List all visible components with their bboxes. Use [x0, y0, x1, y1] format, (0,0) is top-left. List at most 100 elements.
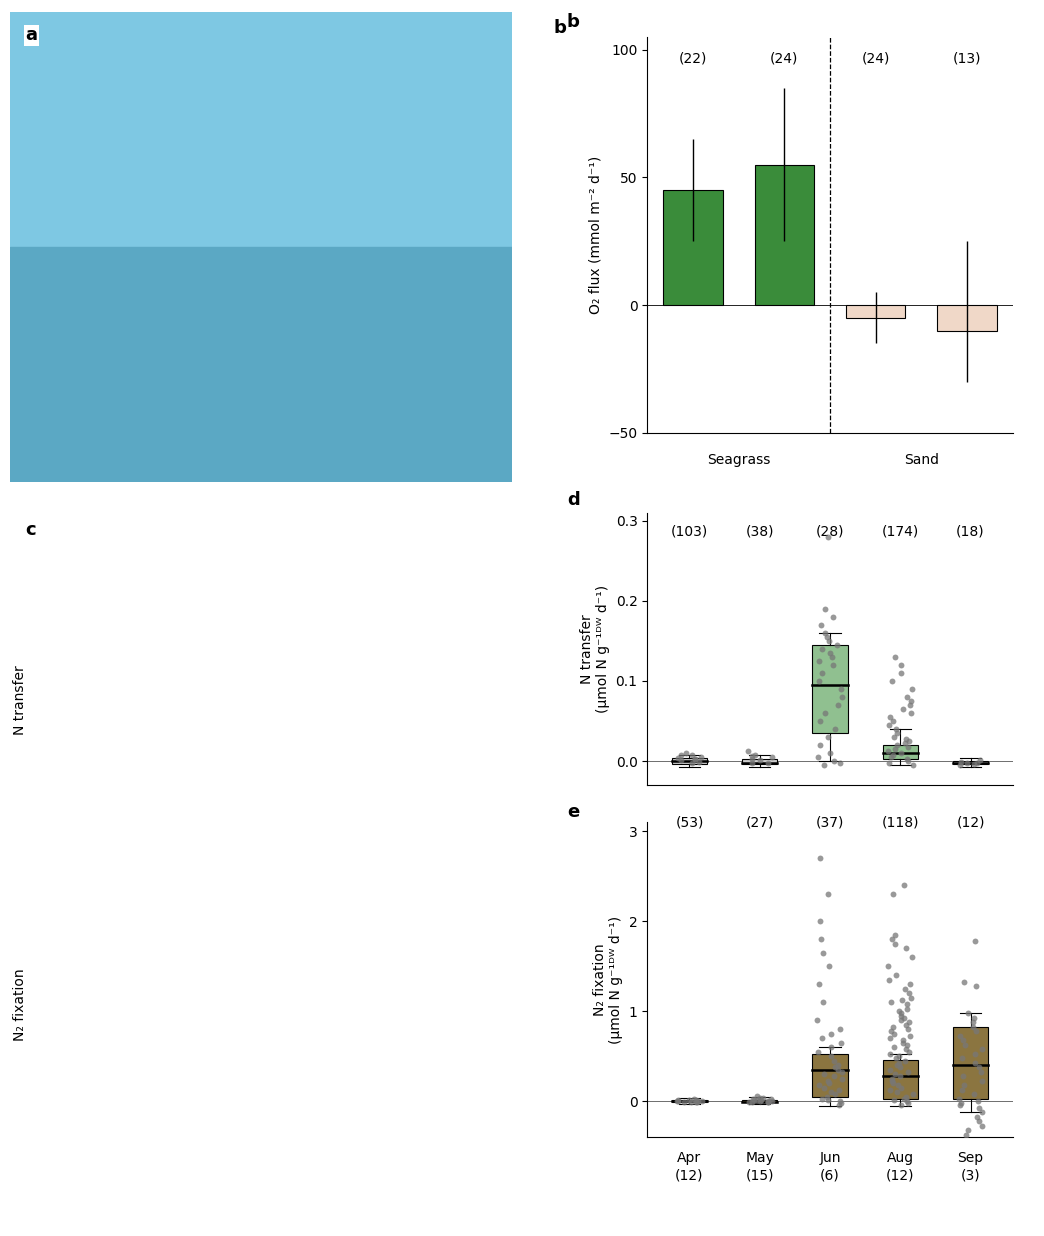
Point: [973, 1116, 990, 1136]
Point: [887, 933, 904, 953]
Point: [968, 976, 984, 996]
Point: [669, 1091, 686, 1111]
Text: N transfer: N transfer: [14, 666, 27, 735]
Point: [966, 1044, 982, 1064]
Point: [686, 749, 703, 769]
Point: [880, 970, 897, 990]
Point: [753, 1090, 769, 1110]
Point: [953, 1080, 970, 1100]
Point: [903, 703, 920, 723]
Point: [966, 1084, 982, 1104]
Point: [971, 1057, 988, 1077]
Point: [815, 1078, 832, 1098]
Point: [826, 719, 843, 739]
Point: [690, 751, 707, 771]
Point: [969, 753, 986, 772]
Point: [815, 1064, 832, 1084]
Point: [893, 1006, 909, 1026]
Point: [896, 1089, 912, 1109]
Point: [885, 1037, 902, 1057]
Bar: [672, 758, 707, 764]
Point: [881, 1044, 898, 1064]
Point: [818, 627, 835, 646]
Point: [762, 1089, 779, 1109]
Point: [899, 1091, 916, 1111]
Bar: [812, 645, 848, 733]
Point: [888, 1056, 905, 1075]
Point: [672, 745, 689, 765]
Point: [898, 1039, 915, 1059]
Point: [973, 1072, 990, 1091]
Point: [892, 1057, 908, 1077]
Point: [881, 707, 898, 727]
Point: [820, 527, 836, 546]
Point: [759, 1091, 776, 1111]
Point: [763, 1091, 780, 1111]
Bar: [663, 190, 722, 305]
Point: [810, 651, 827, 671]
Text: a: a: [25, 26, 38, 44]
Point: [954, 1048, 971, 1068]
Text: (28): (28): [815, 524, 845, 539]
Point: [814, 943, 831, 963]
Point: [824, 646, 840, 666]
Point: [688, 1090, 705, 1110]
Text: Sep: Sep: [957, 1151, 983, 1164]
Point: [884, 1017, 901, 1037]
Point: [832, 1091, 849, 1111]
Point: [760, 1091, 777, 1111]
Point: [904, 755, 921, 775]
Text: b: b: [553, 19, 566, 37]
Point: [893, 1095, 909, 1115]
Point: [902, 695, 919, 714]
Point: [900, 984, 917, 1004]
Point: [903, 691, 920, 711]
Point: [755, 1088, 772, 1107]
Text: (24): (24): [861, 51, 889, 66]
Point: [889, 723, 906, 743]
Point: [820, 884, 836, 904]
Point: [970, 1111, 987, 1131]
Point: [818, 1086, 835, 1106]
Point: [903, 947, 920, 967]
Point: [810, 748, 827, 768]
Point: [884, 745, 901, 765]
Point: [821, 957, 837, 976]
Point: [812, 929, 829, 949]
Point: [816, 623, 833, 643]
Point: [880, 716, 897, 735]
Point: [960, 1120, 977, 1140]
Point: [957, 1036, 974, 1056]
Point: [895, 700, 911, 719]
Text: b: b: [567, 14, 579, 31]
Point: [895, 1033, 911, 1053]
Point: [904, 1084, 921, 1104]
Point: [970, 1099, 987, 1119]
Point: [891, 1053, 907, 1073]
Point: [829, 1056, 846, 1075]
Point: [833, 679, 850, 698]
Text: (24): (24): [770, 51, 799, 66]
Point: [888, 735, 905, 755]
Point: [894, 990, 910, 1010]
Point: [899, 994, 916, 1014]
Point: [968, 1021, 984, 1041]
Point: [693, 1091, 710, 1111]
Point: [951, 1026, 968, 1046]
Point: [900, 1020, 917, 1039]
Point: [956, 973, 973, 993]
Point: [813, 662, 830, 682]
Point: [885, 1090, 902, 1110]
Point: [896, 875, 912, 895]
Text: (37): (37): [815, 816, 845, 829]
Point: [952, 1095, 969, 1115]
Point: [681, 1090, 697, 1110]
Point: [971, 750, 988, 770]
Point: [834, 1063, 851, 1083]
Point: [886, 739, 903, 759]
Point: [952, 751, 969, 771]
Point: [820, 1072, 836, 1091]
Bar: [953, 761, 988, 764]
Bar: [882, 745, 918, 759]
Point: [823, 1046, 839, 1065]
